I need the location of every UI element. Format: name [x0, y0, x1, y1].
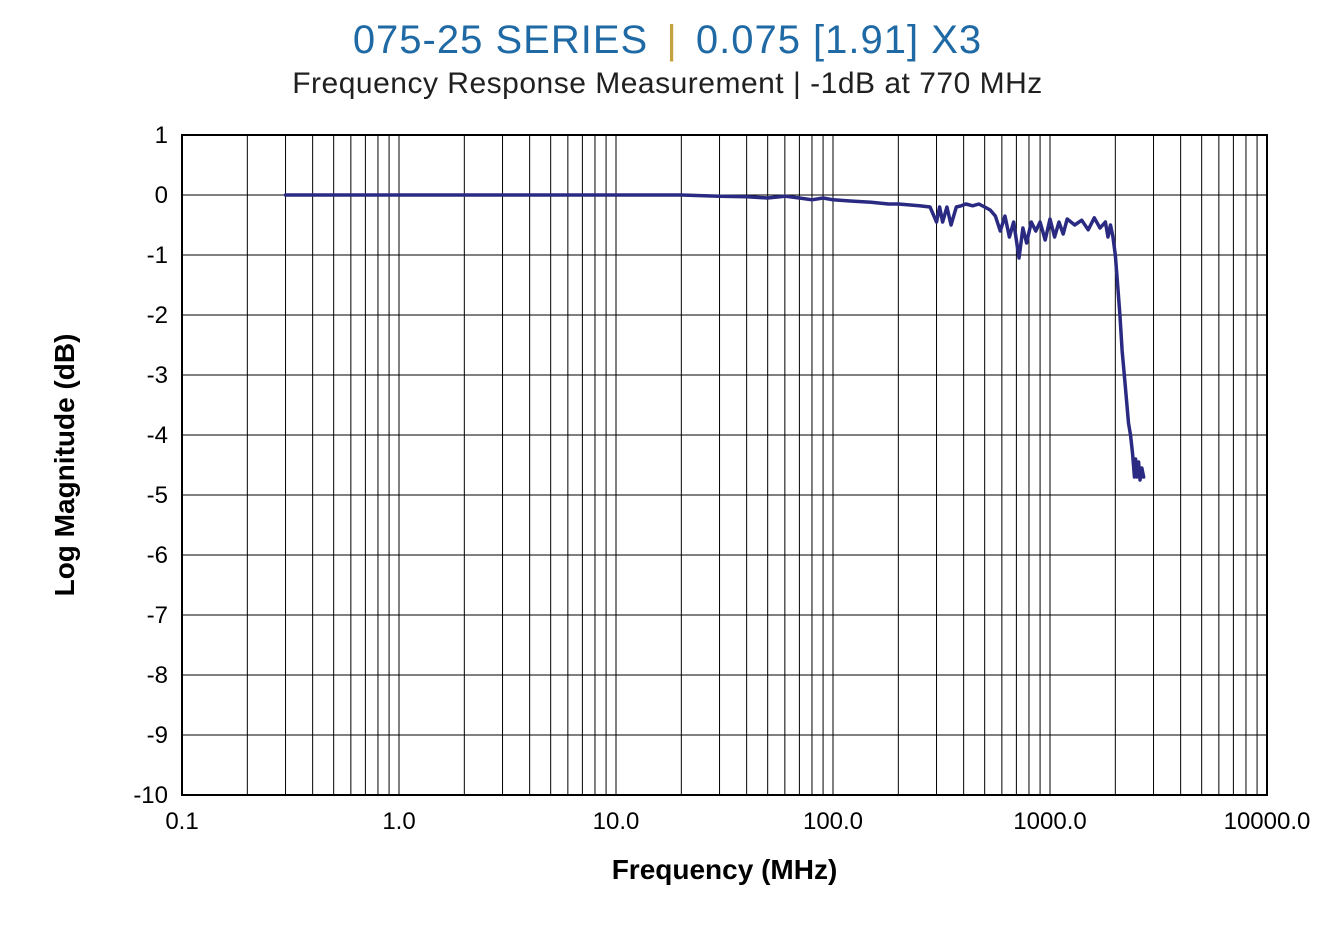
- x-tick-label: 1000.0: [1013, 808, 1086, 835]
- x-tick-label: 10.0: [593, 808, 640, 835]
- y-tick-label: -9: [147, 722, 168, 749]
- response-curve: [286, 195, 1144, 480]
- y-tick-label: -4: [147, 422, 168, 449]
- y-tick-label: -8: [147, 662, 168, 689]
- y-tick-label: -1: [147, 242, 168, 269]
- y-tick-label: -6: [147, 542, 168, 569]
- y-tick-label: 1: [155, 122, 168, 149]
- y-tick-label: -10: [133, 782, 168, 809]
- x-tick-label: 0.1: [165, 808, 198, 835]
- x-tick-label: 10000.0: [1224, 808, 1311, 835]
- y-tick-label: -3: [147, 362, 168, 389]
- x-tick-label: 100.0: [803, 808, 863, 835]
- y-tick-label: -7: [147, 602, 168, 629]
- y-tick-label: -5: [147, 482, 168, 509]
- x-axis-label: Frequency (MHz): [612, 854, 838, 885]
- y-tick-label: 0: [155, 182, 168, 209]
- frequency-response-chart: 1 0 -1 -2 -3 -4 -5 -6 -7 -8 -9 -100.1 1.0 10.0 100.0 10…: [0, 0, 1335, 951]
- x-tick-label: 1.0: [382, 808, 415, 835]
- y-tick-label: -2: [147, 302, 168, 329]
- y-axis-label: Log Magnitude (dB): [49, 334, 80, 597]
